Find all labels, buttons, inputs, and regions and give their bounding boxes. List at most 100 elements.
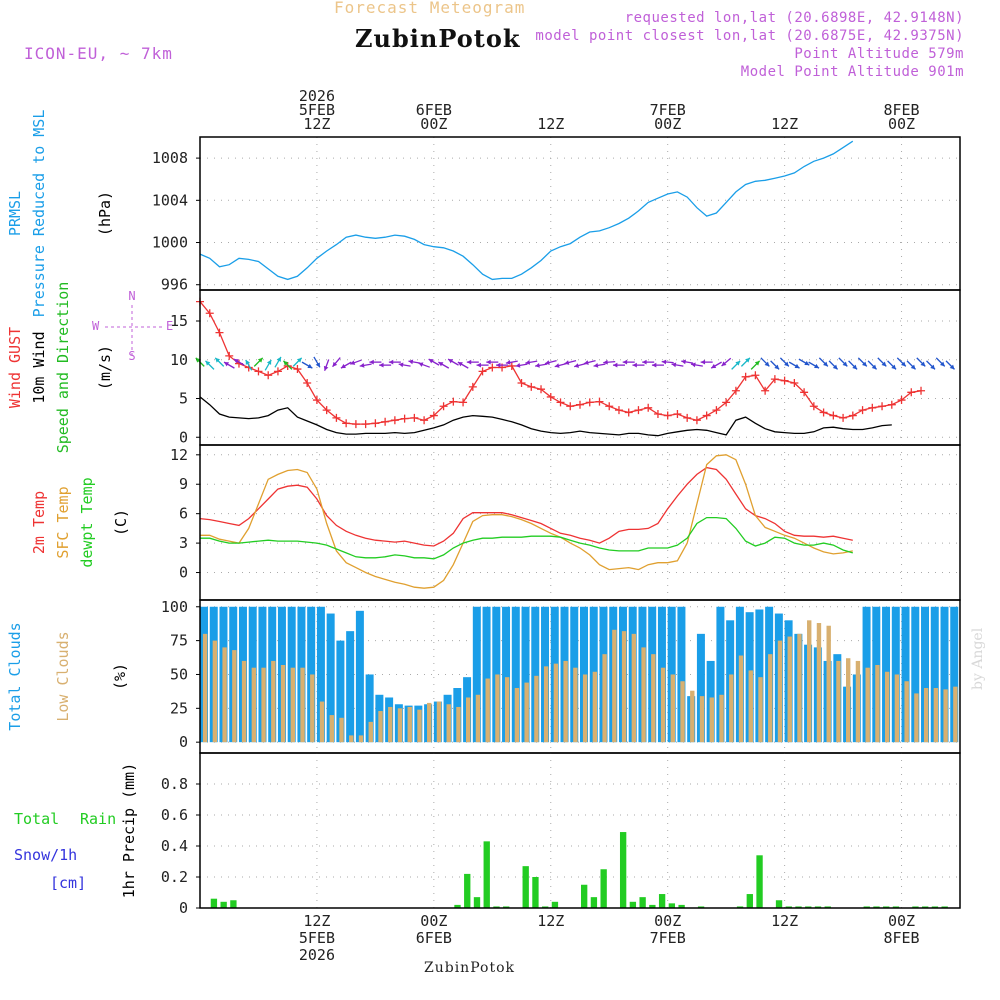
wind-arrow-head <box>438 362 444 367</box>
low-cloud-bar <box>923 688 929 743</box>
gust-marker <box>478 367 487 376</box>
low-cloud-bar <box>602 654 607 743</box>
low-cloud-bar <box>582 674 588 743</box>
wind-arrow-head <box>700 359 706 365</box>
gust-marker <box>527 382 536 391</box>
gust-marker <box>400 414 409 423</box>
wind-arrow-head <box>340 363 346 369</box>
2m-temp-line <box>199 466 853 547</box>
wind-arrow-head <box>804 360 810 366</box>
total-cloud-bar <box>891 606 900 743</box>
precip-bar <box>503 906 510 908</box>
total-cloud-bar <box>355 610 364 743</box>
precip-bar <box>941 906 948 908</box>
wind-ytick-label: 10 <box>170 351 188 369</box>
precip-bar <box>629 901 637 908</box>
gust-marker <box>663 411 672 420</box>
temp-ytick-label: 6 <box>179 505 188 523</box>
precip-bar <box>493 906 500 908</box>
bottom-time-label: 7FEB <box>650 929 686 947</box>
gust-marker <box>381 417 390 426</box>
gust-marker <box>556 398 565 407</box>
gust-marker <box>917 386 926 395</box>
precip-bar <box>522 866 529 908</box>
total-cloud-bar <box>667 606 676 743</box>
low-cloud-bar <box>456 706 461 743</box>
wind-arrow-head <box>814 363 820 369</box>
low-cloud-bar <box>212 640 218 743</box>
gust-marker <box>741 372 750 381</box>
temp-unit-label: (C) <box>112 509 130 536</box>
wind-ytick-label: 0 <box>179 428 188 446</box>
low-cloud-bar <box>407 706 412 743</box>
gust-marker <box>312 396 321 405</box>
wind-unit-label: (m/s) <box>96 345 114 390</box>
gust-marker <box>215 328 224 337</box>
gust-marker <box>761 386 770 395</box>
wind-arrow-head <box>603 359 608 365</box>
wind-arrow-head <box>496 362 501 368</box>
gust-marker <box>439 402 448 411</box>
gust-marker <box>459 398 468 407</box>
wind-arrow-head <box>505 360 511 365</box>
gust-marker <box>868 403 877 412</box>
wind-arrow-head <box>257 357 263 363</box>
temp-panel <box>196 444 961 601</box>
gust-marker <box>205 309 214 318</box>
wind-arrow-head <box>283 360 289 366</box>
gust-marker <box>722 398 731 407</box>
gust-marker <box>390 416 399 425</box>
gust-marker <box>702 411 711 420</box>
sfc-temp-line <box>200 454 853 589</box>
watermark: by Angel <box>970 627 986 690</box>
precip-bar <box>697 906 705 908</box>
gust-marker <box>780 376 789 385</box>
wind-arrow-head <box>369 359 374 365</box>
low-cloud-bar <box>466 697 471 743</box>
total-cloud-bar <box>911 606 920 743</box>
low-cloud-bar <box>865 667 870 743</box>
low-cloud-bar <box>427 702 432 743</box>
total-cloud-bar <box>755 609 764 743</box>
gust-marker <box>673 410 682 418</box>
gust-marker <box>264 371 273 380</box>
wind-arrow-head <box>418 362 424 367</box>
wind-arrow-head <box>574 363 580 368</box>
precip-bar <box>883 906 890 908</box>
gust-marker <box>829 411 838 420</box>
gust-marker <box>225 351 234 360</box>
temp-ytick-label: 12 <box>170 446 188 464</box>
precip-ytick-label: 0.4 <box>161 837 188 855</box>
precip-bar <box>532 877 539 908</box>
low-cloud-bar <box>884 671 890 743</box>
precip-bar <box>863 906 870 908</box>
legend-snow-unit: [cm] <box>50 874 86 892</box>
low-cloud-bar <box>631 633 637 743</box>
wind-arrow-head <box>564 360 570 365</box>
pressure-frame <box>199 136 961 291</box>
clouds-legend-label: Total Clouds <box>6 622 24 730</box>
precip-bar <box>542 906 549 908</box>
low-cloud-bar <box>690 690 695 743</box>
wind-arrow-head <box>852 364 858 370</box>
wind-ytick-label: 15 <box>170 312 188 330</box>
precip-bar <box>931 906 939 908</box>
top-time-label: 00Z <box>888 115 915 133</box>
low-cloud-bar <box>641 647 646 743</box>
wind-arrow-head <box>622 359 628 365</box>
precip-ytick-label: 0.2 <box>161 868 188 886</box>
temp-ytick-label: 9 <box>179 475 188 493</box>
precip-ytick-label: 0.8 <box>161 775 188 793</box>
low-cloud-bar <box>241 660 247 743</box>
gust-marker <box>848 411 857 420</box>
gust-marker <box>887 400 896 409</box>
total-cloud-bar <box>502 606 511 743</box>
low-cloud-bar <box>904 681 909 743</box>
wind-arrow-head <box>930 364 936 370</box>
wind-arrow-head <box>681 359 687 365</box>
model-point-location: model point closest lon,lat (20.6875E, 4… <box>535 28 964 44</box>
model-point-altitude: Model Point Altitude 901m <box>740 64 964 80</box>
wind-arrow-head <box>900 361 906 367</box>
precip-bar <box>464 873 471 908</box>
pressure-panel <box>196 136 961 291</box>
